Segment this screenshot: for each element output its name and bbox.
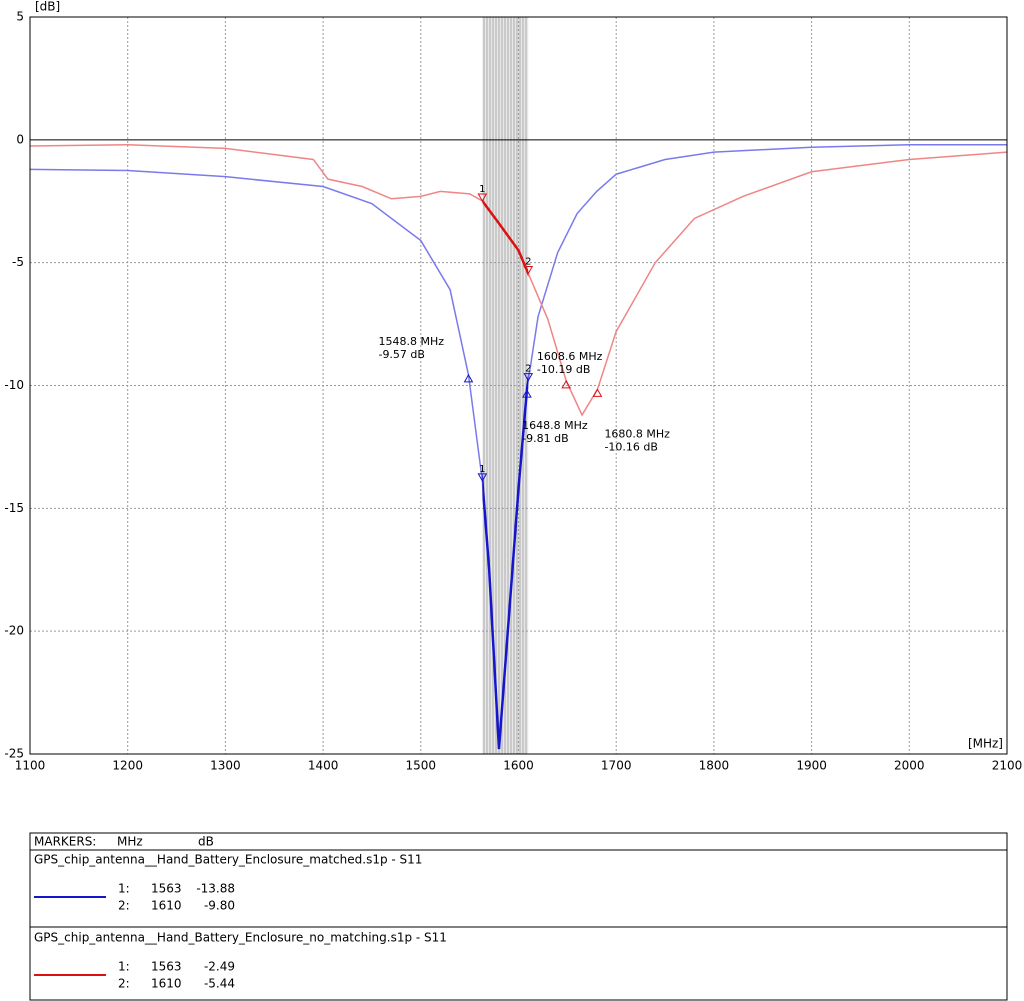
y-axis-label: [dB]: [35, 0, 60, 14]
table-y-value: -9.80: [204, 899, 235, 913]
y-tick-label: -15: [4, 501, 24, 515]
marker-triangle: [523, 265, 534, 275]
y-tick-label: -5: [12, 255, 24, 269]
y-tick-label: 5: [16, 10, 24, 24]
x-tick-label: 2000: [894, 759, 925, 773]
table-x-unit: MHz: [117, 835, 143, 849]
marker-triangle: [477, 473, 488, 482]
plot-frame: [29, 16, 1008, 755]
x-tick-label: 1500: [406, 759, 437, 773]
marker-band: [482, 17, 529, 754]
annotation-label: 1608.6 MHz: [537, 350, 603, 363]
x-axis-label: [MHz]: [968, 737, 1003, 751]
plot: 1 2 1 2: [29, 17, 1008, 754]
annotation-sublabel: -10.19 dB: [537, 363, 591, 376]
table-marker-key: 1:: [118, 882, 130, 896]
table-x-value: 1563: [151, 882, 182, 896]
x-tick-label: 1900: [796, 759, 827, 773]
annotation-sublabel: -9.57 dB: [378, 348, 425, 361]
annotation-sublabel: -10.16 dB: [604, 440, 658, 453]
table-x-value: 1610: [151, 899, 182, 913]
y-tick-label: -25: [4, 747, 24, 761]
table-title: MARKERS:: [34, 835, 96, 849]
table-marker-key: 2:: [118, 899, 130, 913]
table-y-unit: dB: [198, 835, 214, 849]
table-marker-key: 2:: [118, 977, 130, 991]
marker-table: MARKERS: MHz dB: [29, 832, 1008, 1001]
x-tick-label: 1100: [15, 759, 46, 773]
marker-label: 1: [479, 464, 485, 475]
x-tick-label: 1600: [503, 759, 534, 773]
annotation-label: 1680.8 MHz: [604, 427, 670, 440]
marker-label: 2: [525, 256, 531, 267]
marker-label: 2: [525, 364, 531, 375]
crossing-triangle: [522, 389, 532, 398]
legend-entry: GPS_chip_antenna__Hand_Battery_Enclosure…: [34, 931, 447, 945]
annotation-sublabel: -9.81 dB: [522, 432, 569, 445]
marker-triangle: [523, 373, 534, 382]
x-tick-label: 1400: [308, 759, 339, 773]
annotation-label: 1648.8 MHz: [522, 419, 588, 432]
y-tick-label: 0: [16, 132, 24, 146]
series-line-highlight: [482, 199, 529, 277]
table-frame: [29, 832, 1008, 1001]
marker-triangle: [477, 193, 488, 203]
table-y-value: -2.49: [204, 960, 235, 974]
table-y-value: -13.88: [196, 882, 235, 896]
legend-entry: GPS_chip_antenna__Hand_Battery_Enclosure…: [34, 853, 422, 867]
x-tick-label: 2100: [992, 759, 1023, 773]
x-tick-label: 1700: [601, 759, 632, 773]
crossing-triangle: [592, 388, 603, 397]
y-tick-label: -10: [4, 378, 24, 392]
table-x-value: 1563: [151, 960, 182, 974]
marker-label: 1: [479, 184, 485, 195]
y-tick-label: -20: [4, 624, 24, 638]
annotation-label: 1548.8 MHz: [378, 335, 444, 348]
table-x-value: 1610: [151, 977, 182, 991]
crossing-triangle: [463, 373, 474, 383]
series-line-highlight: [482, 372, 529, 750]
crossing-triangle: [561, 379, 572, 389]
table-marker-key: 1:: [118, 960, 130, 974]
table-y-value: -5.44: [204, 977, 235, 991]
x-tick-label: 1300: [210, 759, 241, 773]
x-tick-label: 1800: [699, 759, 730, 773]
x-tick-label: 1200: [112, 759, 143, 773]
